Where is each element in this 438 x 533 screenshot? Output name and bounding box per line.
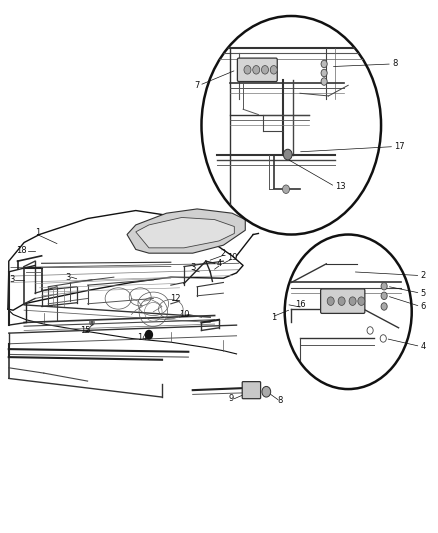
Text: 3: 3	[190, 263, 195, 272]
Text: 1: 1	[272, 313, 277, 321]
Circle shape	[283, 185, 290, 193]
Circle shape	[91, 321, 93, 324]
Text: 13: 13	[335, 182, 346, 191]
Circle shape	[270, 66, 277, 74]
Circle shape	[244, 66, 251, 74]
Text: 4: 4	[420, 342, 426, 351]
Text: 17: 17	[394, 142, 405, 151]
Text: 18: 18	[17, 246, 27, 255]
Circle shape	[381, 282, 387, 290]
Circle shape	[145, 330, 152, 339]
Text: 8: 8	[392, 60, 397, 68]
Text: 16: 16	[295, 301, 305, 309]
FancyBboxPatch shape	[242, 382, 261, 399]
Circle shape	[321, 78, 327, 85]
Text: 19: 19	[227, 253, 237, 262]
Circle shape	[327, 297, 334, 305]
Text: 12: 12	[170, 294, 180, 303]
Circle shape	[253, 66, 260, 74]
Polygon shape	[136, 217, 234, 248]
Text: 9: 9	[229, 394, 234, 403]
Text: 3: 3	[10, 276, 15, 284]
Circle shape	[201, 16, 381, 235]
Circle shape	[283, 149, 292, 160]
Text: 10: 10	[179, 310, 189, 319]
Circle shape	[321, 69, 327, 77]
Circle shape	[261, 66, 268, 74]
Text: 1: 1	[35, 228, 40, 237]
Circle shape	[262, 386, 271, 397]
Text: 14: 14	[137, 334, 148, 342]
Text: 7: 7	[194, 81, 199, 90]
Text: 5: 5	[420, 289, 426, 297]
Text: 2: 2	[420, 271, 426, 280]
Polygon shape	[127, 209, 245, 253]
Text: 6: 6	[420, 302, 426, 311]
Circle shape	[321, 60, 327, 68]
Text: 3: 3	[65, 273, 71, 281]
Text: 2: 2	[221, 249, 226, 257]
Circle shape	[358, 297, 365, 305]
Circle shape	[285, 235, 412, 389]
FancyBboxPatch shape	[321, 289, 365, 313]
Circle shape	[349, 297, 356, 305]
Text: 8: 8	[278, 397, 283, 405]
FancyBboxPatch shape	[237, 58, 277, 82]
Circle shape	[381, 292, 387, 300]
Circle shape	[338, 297, 345, 305]
Circle shape	[381, 303, 387, 310]
Text: 15: 15	[80, 326, 91, 335]
Text: 4: 4	[216, 260, 222, 268]
